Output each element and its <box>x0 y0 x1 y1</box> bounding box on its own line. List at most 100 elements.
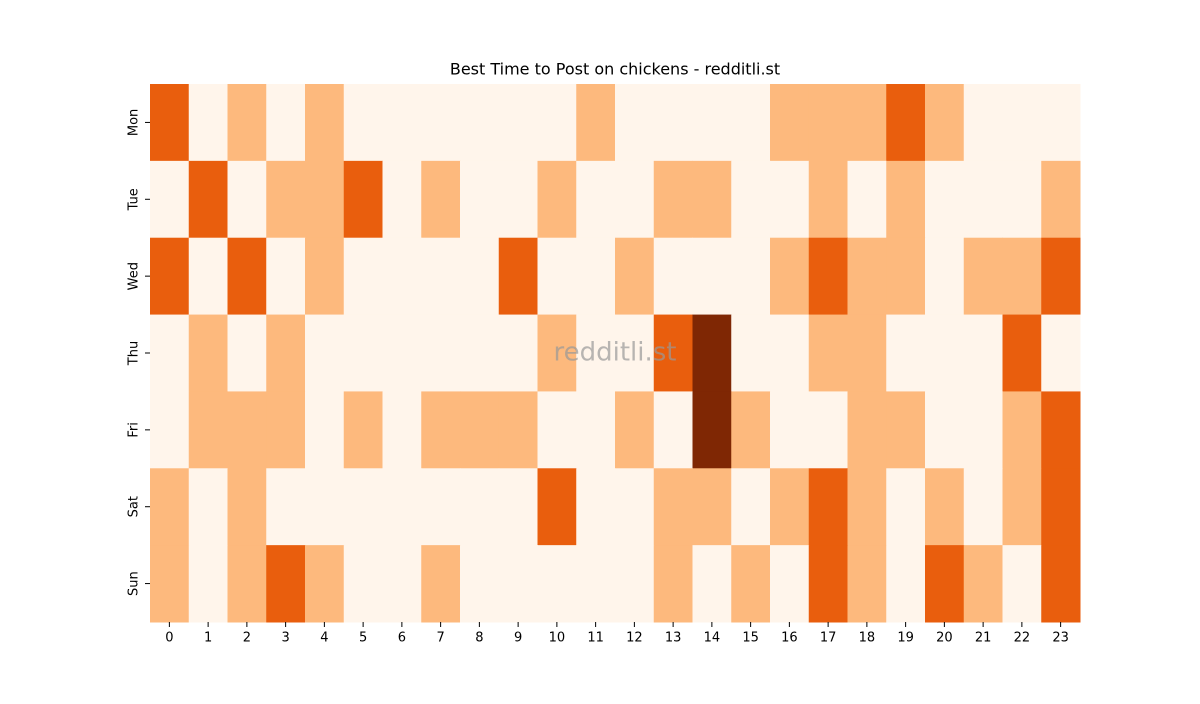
heat-cell <box>692 160 732 239</box>
heat-cell <box>537 160 577 239</box>
x-tick-label: 12 <box>626 631 643 646</box>
heat-cell <box>188 545 228 623</box>
heat-cell <box>266 84 306 162</box>
heat-cell <box>1041 160 1081 239</box>
heat-cell <box>847 314 887 392</box>
heat-cell <box>382 545 422 623</box>
heat-cell <box>421 237 461 316</box>
heat-cell <box>692 468 732 546</box>
heat-cell <box>653 545 693 623</box>
heat-cell <box>382 84 422 162</box>
heat-cell <box>150 314 190 392</box>
heat-cell <box>576 468 616 546</box>
x-tick-label: 1 <box>204 631 212 646</box>
heat-cell <box>847 160 887 239</box>
heat-cell <box>188 160 228 239</box>
heat-cell <box>808 314 848 392</box>
heat-cell <box>188 314 228 392</box>
heat-cell <box>692 237 732 316</box>
heat-cell <box>576 314 616 392</box>
heat-cell <box>537 468 577 546</box>
heat-cell <box>808 84 848 162</box>
x-tick-label: 23 <box>1052 631 1069 646</box>
y-tick-label: Tue <box>127 188 142 211</box>
heat-cell <box>498 314 538 392</box>
heat-cell <box>653 237 693 316</box>
heat-cell <box>576 160 616 239</box>
heat-cell <box>731 545 771 623</box>
heat-cell <box>808 468 848 546</box>
heat-cell <box>615 237 655 316</box>
heat-cell <box>963 237 1003 316</box>
heat-cell <box>305 237 345 316</box>
heat-cell <box>266 468 306 546</box>
x-tick-label: 14 <box>704 631 721 646</box>
heat-cell <box>808 237 848 316</box>
heat-cell <box>615 160 655 239</box>
heat-cell <box>615 84 655 162</box>
chart-title: Best Time to Post on chickens - redditli… <box>450 60 780 79</box>
heat-cell <box>692 314 732 392</box>
heat-cell <box>886 84 926 162</box>
x-tick-label: 5 <box>359 631 367 646</box>
heat-cell <box>925 545 965 623</box>
heat-cell <box>421 314 461 392</box>
heat-cell <box>1002 468 1042 546</box>
heat-cell <box>731 84 771 162</box>
x-tick-label: 9 <box>514 631 522 646</box>
heat-cell <box>770 314 810 392</box>
heat-cell <box>227 84 267 162</box>
heat-cell <box>343 160 383 239</box>
heat-cell <box>188 84 228 162</box>
heat-cell <box>498 391 538 469</box>
heat-cell <box>847 84 887 162</box>
x-tick-label: 16 <box>781 631 798 646</box>
x-tick-label: 7 <box>436 631 444 646</box>
heat-cell <box>963 160 1003 239</box>
heat-cell <box>460 314 500 392</box>
heat-cell <box>421 545 461 623</box>
heat-cell <box>343 545 383 623</box>
heat-cell <box>421 468 461 546</box>
x-tick-label: 6 <box>398 631 406 646</box>
heat-cell <box>421 84 461 162</box>
heat-cell <box>731 237 771 316</box>
heat-cell <box>886 160 926 239</box>
heat-cell <box>731 314 771 392</box>
heat-cell <box>1002 84 1042 162</box>
heat-cell <box>266 314 306 392</box>
x-tick-label: 13 <box>665 631 682 646</box>
heat-cell <box>1041 237 1081 316</box>
heat-cell <box>847 545 887 623</box>
heat-cell <box>188 468 228 546</box>
heat-cell <box>770 237 810 316</box>
heat-cell <box>925 84 965 162</box>
heat-cell <box>537 391 577 469</box>
heat-cell <box>963 314 1003 392</box>
heat-cell <box>305 84 345 162</box>
heat-cell <box>615 314 655 392</box>
heat-cell <box>886 314 926 392</box>
heat-cell <box>498 468 538 546</box>
heat-cell <box>925 314 965 392</box>
heat-cell <box>498 237 538 316</box>
x-tick-label: 18 <box>859 631 876 646</box>
heat-cell <box>305 545 345 623</box>
watermark: redditli.st <box>554 338 677 368</box>
heat-cell <box>1041 84 1081 162</box>
heat-cell <box>653 314 693 392</box>
heat-cell <box>188 391 228 469</box>
heat-cell <box>770 84 810 162</box>
heat-cell <box>1041 314 1081 392</box>
heat-cell <box>653 160 693 239</box>
heat-cell <box>537 314 577 392</box>
heat-cell <box>498 160 538 239</box>
y-tick-label: Sun <box>127 571 142 596</box>
heat-cell <box>1002 160 1042 239</box>
heat-cell <box>963 545 1003 623</box>
heat-cell <box>847 237 887 316</box>
heat-cell <box>460 237 500 316</box>
x-tick-label: 3 <box>281 631 289 646</box>
heat-cell <box>1041 391 1081 469</box>
y-tick-label: Thu <box>127 341 142 366</box>
